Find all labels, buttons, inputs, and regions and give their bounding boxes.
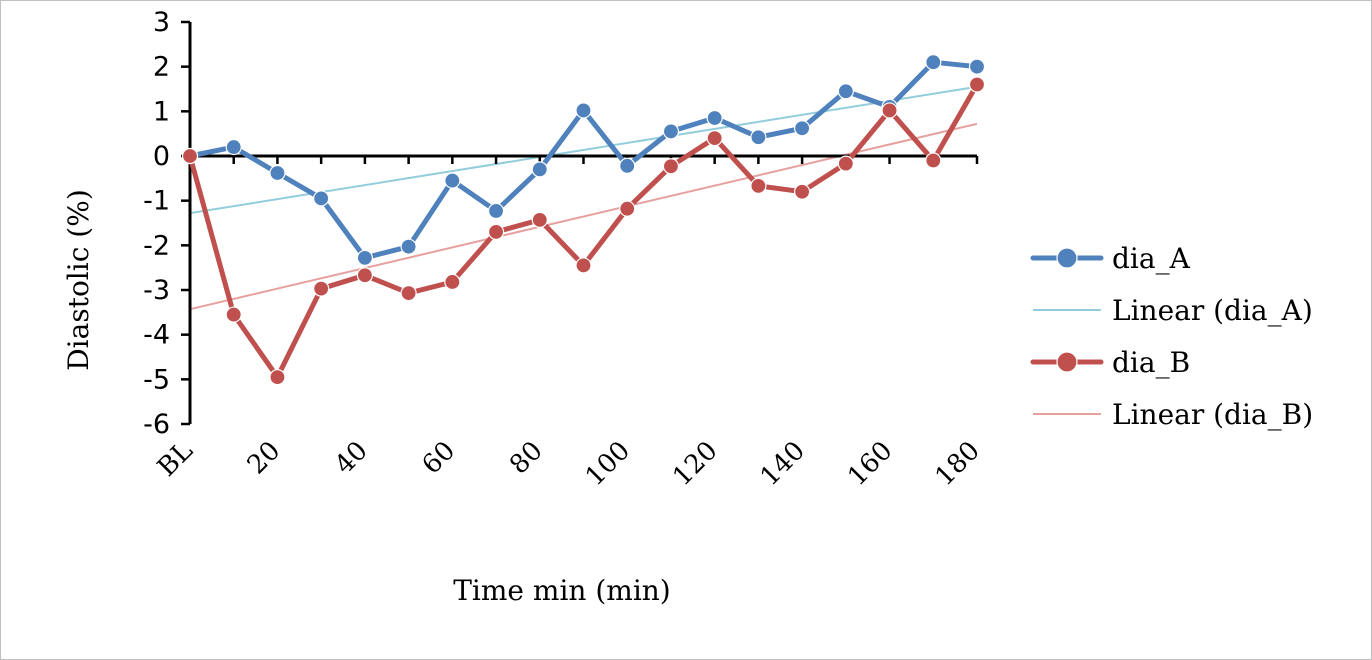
- legend-label: dia_B: [1112, 346, 1190, 379]
- y-tick-label: 3: [153, 7, 170, 38]
- data-point-dia_A: [662, 123, 680, 140]
- y-tick-label: -4: [143, 320, 170, 351]
- data-point-dia_B: [881, 102, 898, 119]
- y-tick-label: -6: [143, 409, 170, 440]
- legend-label: dia_A: [1112, 242, 1191, 275]
- data-point-dia_B: [794, 183, 811, 200]
- data-point-dia_A: [269, 164, 286, 182]
- legend-label: Linear (dia_B): [1112, 398, 1313, 431]
- legend-marker: [1056, 351, 1078, 373]
- data-point-dia_A: [968, 58, 986, 75]
- x-tick-label: 180: [930, 436, 986, 492]
- data-point-dia_A: [750, 129, 767, 146]
- y-tick-label: 2: [153, 52, 170, 83]
- data-point-dia_B: [619, 200, 636, 217]
- data-point-dia_A: [531, 161, 548, 178]
- x-tick-label: 20: [242, 436, 287, 481]
- data-point-dia_B: [925, 152, 942, 169]
- data-point-dia_B: [313, 280, 330, 297]
- data-point-dia_A: [487, 202, 505, 220]
- x-tick-label: 40: [329, 436, 374, 481]
- data-point-dia_B: [837, 155, 854, 172]
- x-tick-label: BL: [152, 436, 199, 483]
- data-point-dia_B: [968, 76, 986, 93]
- y-tick-label: 0: [153, 141, 170, 172]
- series-layer: [181, 54, 986, 386]
- data-point-dia_A: [356, 249, 373, 266]
- data-point-dia_B: [400, 285, 417, 302]
- x-tick-label: 140: [755, 436, 811, 492]
- data-point-dia_A: [444, 172, 461, 189]
- data-point-dia_B: [575, 257, 592, 274]
- data-point-dia_A: [575, 102, 592, 119]
- y-tick-label: 1: [153, 96, 170, 127]
- data-point-dia_A: [837, 83, 854, 100]
- x-tick-label: 120: [667, 436, 723, 492]
- tick-label-layer: 3 2 1 0 -1 -2 -3 -4 -5 -6BL 20 40 60 80 100 120 140 160 18…: [143, 7, 986, 492]
- data-point-dia_B: [706, 130, 723, 147]
- legend-label: Linear (dia_A): [1112, 294, 1313, 327]
- x-tick-label: 80: [504, 436, 549, 481]
- y-tick-label: -2: [143, 230, 170, 261]
- trendline: [189, 122, 978, 311]
- axis-layer: [181, 20, 979, 426]
- trendline-layer: [189, 85, 978, 311]
- data-point-dia_A: [706, 109, 723, 127]
- y-tick-label: -1: [143, 186, 170, 217]
- data-point-dia_A: [619, 157, 636, 174]
- data-point-dia_B: [269, 369, 286, 386]
- series-line-dia_B: [187, 82, 980, 380]
- x-tick-label: 100: [580, 436, 636, 492]
- data-point-dia_B: [181, 147, 199, 165]
- data-point-dia_B: [487, 223, 505, 241]
- data-point-dia_A: [225, 138, 242, 156]
- data-point-dia_B: [444, 273, 461, 291]
- data-point-dia_A: [794, 120, 811, 137]
- y-tick-label: -3: [143, 275, 170, 306]
- data-point-dia_B: [356, 267, 373, 284]
- data-point-dia_A: [925, 54, 942, 71]
- data-point-dia_B: [531, 211, 548, 228]
- y-tick-label: -5: [143, 364, 170, 395]
- y-axis-title: Diastolic (%): [62, 189, 95, 371]
- data-point-dia_B: [750, 177, 767, 195]
- x-tick-label: 60: [417, 436, 462, 481]
- x-axis-title: Time min (min): [453, 574, 670, 607]
- x-tick-label: 160: [842, 436, 898, 492]
- data-point-dia_A: [400, 238, 417, 255]
- legend-marker: [1056, 247, 1078, 269]
- legend: dia_A Linear (dia_A) dia_B Linear (dia_B): [1030, 242, 1313, 431]
- data-point-dia_B: [662, 158, 680, 175]
- data-point-dia_A: [313, 190, 330, 207]
- data-point-dia_B: [225, 306, 242, 323]
